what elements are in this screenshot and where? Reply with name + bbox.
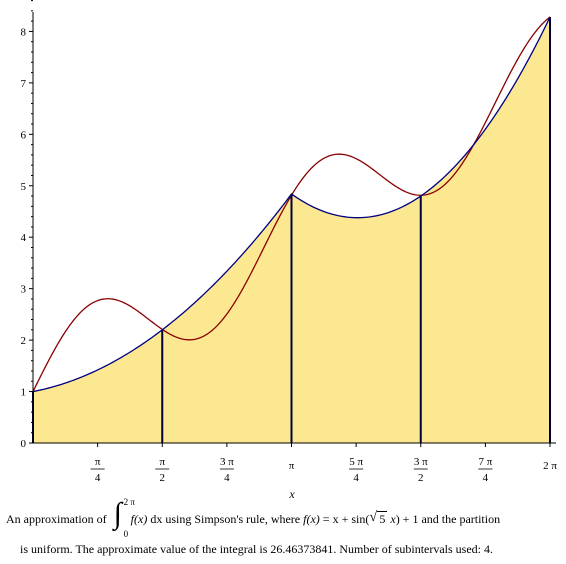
x-tick-label-numerator: 3 π [220,456,234,468]
caption-line-1: An approximation of ∫ 2 π 0 f(x) dx usin… [6,497,566,540]
y-tick-label: 5 [21,181,27,193]
x-tick-label-denominator: 4 [483,472,489,484]
x-tick-label-numerator: π [159,456,165,468]
function-lhs: f(x) [303,512,320,526]
equals-sign: = [322,512,330,526]
function-rhs-start: x + sin( [332,512,370,526]
function-rhs-end: ) + 1 and the partition [395,512,501,526]
y-tick-label: 3 [21,284,27,296]
x-tick-label: π [289,460,295,472]
x-tick-label-denominator: 4 [224,472,230,484]
x-axis-label: x [288,487,295,501]
y-ticks: 0 1 2 3 4 5 6 7 8 [21,0,33,450]
differential: dx [150,512,163,526]
y-tick-label: 2 [21,335,27,347]
x-tick-label-numerator: 5 π [349,456,363,468]
x-ticks: π 4 π 2 3 π 4 π 5 π 4 3 π 2 7 π 4 2 π [90,443,557,484]
chart-plot: 0 1 2 3 4 5 6 7 8 π 4 π 2 3 π 4 π 5 π 4 3 π 2 7 π 4 2 π x [21,0,557,501]
function-rhs-variable: x [390,512,396,526]
x-tick-label-denominator: 4 [95,472,101,484]
caption-line-2: is uniform. The approximate value of the… [20,542,494,556]
sqrt-term: √ 5 [369,510,388,526]
integrand: f(x) [130,512,148,526]
y-tick-label: 8 [21,26,27,38]
x-tick-label: 2 π [543,460,557,472]
x-tick-label-numerator: π [95,456,101,468]
y-tick-label: 0 [21,438,27,450]
y-tick-label: 1 [21,387,27,399]
caption-middle: using Simpson's rule, where [165,512,301,526]
x-tick-label-numerator: 3 π [414,456,428,468]
integral-upper-limit: 2 π [123,497,135,508]
x-tick-label-denominator: 2 [418,472,424,484]
integral-sign: ∫ 2 π 0 [113,497,135,540]
approximation-curve [32,16,551,393]
x-tick-label-denominator: 2 [159,472,165,484]
y-tick-label: 6 [21,129,27,141]
partition-lines [32,17,551,443]
caption-prefix: An approximation of [6,512,107,526]
x-tick-label-numerator: 7 π [478,456,492,468]
x-tick-label-denominator: 4 [353,472,359,484]
integral-lower-limit: 0 [123,529,129,540]
y-tick-label: 4 [21,232,27,244]
y-tick-label: 7 [21,78,27,90]
sqrt-argument: 5 [377,511,388,526]
